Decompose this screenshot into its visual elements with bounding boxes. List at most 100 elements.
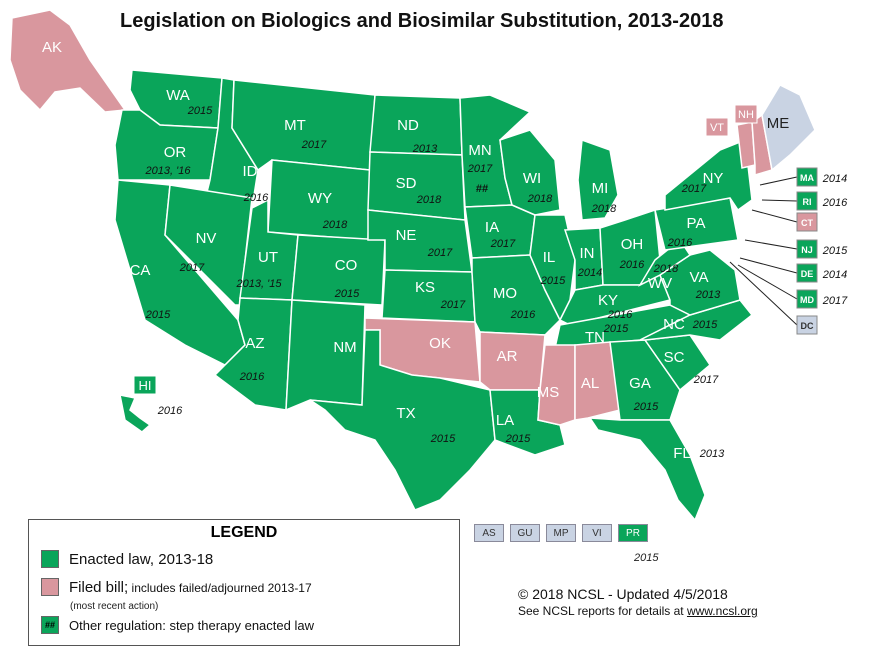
state-year-or: 2013, '16 — [145, 165, 192, 177]
state-label-ky: KY — [598, 292, 618, 309]
state-year-sc: 2017 — [693, 374, 719, 386]
map-title: Legislation on Biologics and Biosimilar … — [120, 10, 724, 32]
state-label-in: IN — [580, 245, 595, 262]
state-label-nv: NV — [196, 230, 217, 247]
legend-swatch-enacted — [41, 550, 59, 568]
legend-label-other: Other regulation: step therapy enacted l… — [69, 617, 314, 633]
territory-vi: VI — [582, 524, 612, 542]
state-label-pa: PA — [687, 215, 706, 232]
credit-details: See NCSL reports for details at www.ncsl… — [518, 604, 878, 618]
territory-pr-year: 2015 — [634, 552, 659, 564]
state-label-ne: NE — [396, 227, 417, 244]
state-year-tn: 2015 — [603, 323, 629, 335]
territory-pr: PR — [618, 524, 648, 542]
state-box-ct — [796, 212, 818, 232]
state-label-ks: KS — [415, 279, 435, 296]
leader-line-ct — [751, 209, 798, 223]
state-label-tx: TX — [396, 405, 415, 422]
credit-line: © 2018 NCSL - Updated 4/5/2018 — [518, 586, 728, 602]
state-ks — [381, 269, 476, 323]
state-ia — [464, 204, 536, 259]
state-year-il: 2015 — [540, 275, 566, 287]
state-year-la: 2015 — [505, 433, 531, 445]
state-label-mi: MI — [592, 180, 609, 197]
state-year-in: 2014 — [577, 267, 602, 279]
legend-label-filed: Filed bill; includes failed/adjourned 20… — [69, 579, 312, 596]
state-label-md: MD — [800, 295, 814, 305]
state-fl — [588, 417, 706, 522]
state-label-al: AL — [581, 375, 599, 392]
state-year-ma: 2014 — [822, 173, 847, 185]
state-year-ri: 2016 — [822, 197, 848, 209]
state-label-wv: WV — [648, 275, 672, 292]
state-year-oh: 2016 — [619, 259, 645, 271]
state-co — [291, 234, 386, 306]
state-nh — [751, 113, 773, 177]
state-label-nd: ND — [397, 117, 419, 134]
state-label-dc: DC — [801, 321, 814, 331]
state-label-mn: MN — [468, 142, 491, 159]
legend-item-enacted: Enacted law, 2013-18 — [41, 550, 213, 568]
state-label-nh: NH — [738, 109, 754, 121]
state-label-ia: IA — [485, 219, 499, 236]
state-label-sd: SD — [396, 175, 417, 192]
state-label-ga: GA — [629, 375, 651, 392]
state-label-co: CO — [335, 257, 358, 274]
state-year-mi: 2018 — [591, 203, 617, 215]
state-label-oh: OH — [621, 236, 644, 253]
state-year-nd: 2013 — [412, 143, 438, 155]
state-year-nj: 2015 — [822, 245, 848, 257]
state-label-me: ME — [767, 115, 790, 132]
state-year-az: 2016 — [239, 371, 265, 383]
leader-line-ri — [761, 199, 798, 202]
state-year-ny: 2017 — [681, 183, 707, 195]
territory-gu: GU — [510, 524, 540, 542]
state-label-ar: AR — [497, 348, 518, 365]
legend-filed-main: Filed bill; — [69, 578, 129, 596]
state-ny — [664, 138, 753, 212]
state-year-nv: 2017 — [179, 262, 205, 274]
state-label-va: VA — [690, 269, 709, 286]
state-year-wa: 2015 — [187, 105, 213, 117]
state-me — [761, 84, 816, 172]
state-tx — [309, 329, 496, 511]
legend-item-filed: Filed bill; includes failed/adjourned 20… — [41, 578, 312, 596]
state-label-or: OR — [164, 144, 187, 161]
state-label-ok: OK — [429, 335, 451, 352]
state-label-hi: HI — [139, 378, 152, 393]
state-year-va: 2013 — [695, 289, 721, 301]
legend-filed-detail: includes failed/adjourned 2013-17 — [128, 580, 312, 595]
state-label-tn: TN — [585, 329, 605, 346]
state-year-fl: 2013 — [699, 448, 725, 460]
state-year-ca: 2015 — [145, 309, 171, 321]
legend-item-other: ## Other regulation: step therapy enacte… — [41, 616, 314, 634]
leader-line-md — [737, 264, 798, 300]
state-label-ct: CT — [801, 218, 813, 228]
state-ga — [609, 339, 681, 421]
state-year-tx: 2015 — [430, 433, 456, 445]
state-year-hi: 2016 — [157, 405, 183, 417]
state-box-md — [796, 289, 818, 309]
state-year-mn: 2017 — [467, 163, 493, 175]
leader-line-nj — [744, 239, 798, 250]
state-label-nj: NJ — [801, 245, 813, 255]
state-year-md: 2017 — [822, 295, 848, 307]
state-year-id: 2016 — [243, 192, 269, 204]
state-box-dc — [796, 315, 818, 335]
state-label-mt: MT — [284, 117, 306, 134]
state-label-ca: CA — [130, 262, 151, 279]
state-label-ms: MS — [537, 384, 560, 401]
ncsl-link[interactable]: www.ncsl.org — [686, 604, 758, 618]
state-year-sd: 2018 — [416, 194, 442, 206]
state-label-nc: NC — [663, 316, 685, 333]
state-year-mt: 2017 — [301, 139, 327, 151]
state-label-ut: UT — [258, 249, 278, 266]
state-label-ma: MA — [800, 173, 814, 183]
state-label-ri: RI — [803, 197, 812, 207]
legend-filed-sub: (most recent action) — [70, 601, 159, 612]
state-label-mo: MO — [493, 285, 517, 302]
state-label-vt: VT — [710, 122, 724, 134]
state-box-hi — [133, 375, 157, 395]
state-label-wa: WA — [166, 87, 190, 104]
state-year-ky: 2016 — [607, 309, 633, 321]
